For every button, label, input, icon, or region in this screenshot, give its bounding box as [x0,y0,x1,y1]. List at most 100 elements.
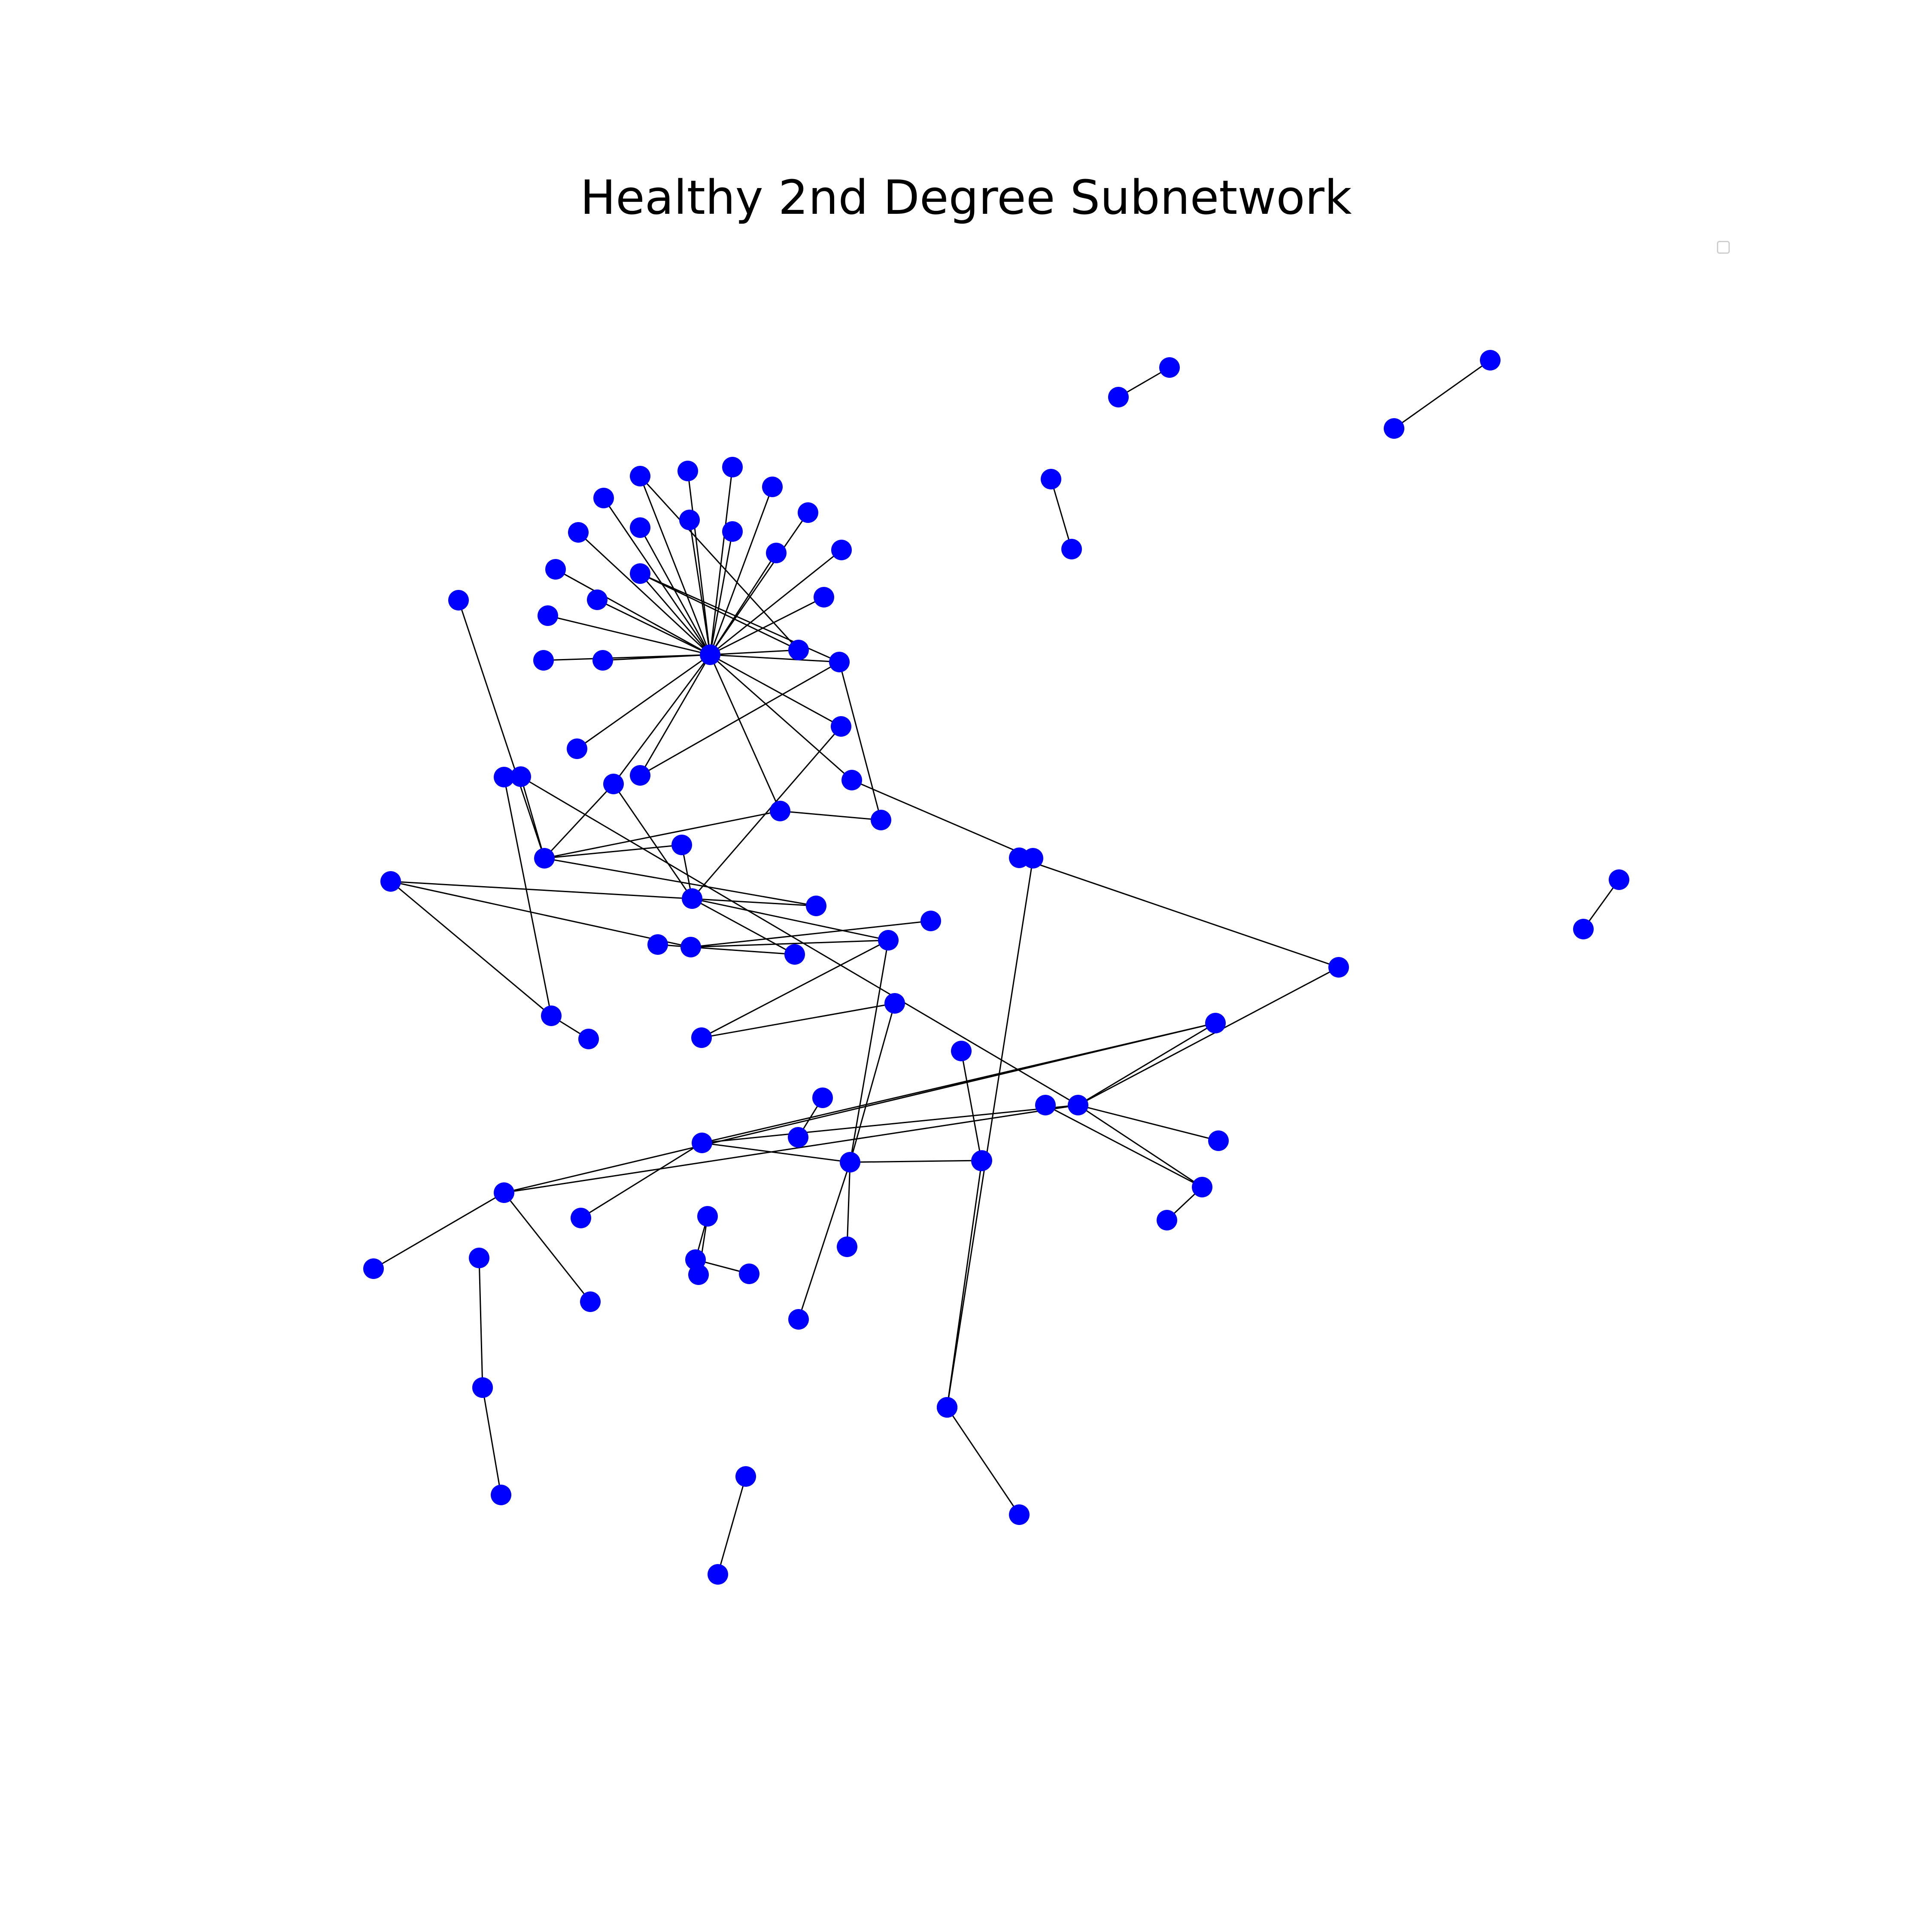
edge [613,654,711,784]
edge-layer [373,359,1620,1575]
edge [960,1051,982,1161]
edge [710,654,852,781]
graph-node [937,1397,957,1418]
edge [613,784,693,899]
edge [504,1104,1078,1194]
edge [577,654,711,750]
graph-node [831,716,851,737]
graph-node [1108,387,1129,407]
edge [639,573,711,655]
edge [710,654,841,727]
edge [690,939,889,948]
edge [701,1002,895,1039]
edge [1019,857,1339,968]
graph-node [884,993,905,1014]
edge [710,596,824,656]
edge [690,920,931,948]
edge [373,1192,504,1270]
edge [798,1162,851,1320]
graph-node [630,765,650,786]
graph-node [812,1088,833,1108]
graph-node [363,1258,384,1279]
edge [1394,359,1491,429]
graph-node [1573,919,1594,939]
edge [544,810,781,859]
graph-node [541,1005,562,1026]
graph-node [647,934,668,955]
edge [701,939,889,1039]
edge [709,553,777,655]
edge [504,1022,1216,1194]
graph-node [545,559,566,580]
graph-node [677,461,698,481]
graph-node [1009,1504,1030,1525]
edge [946,1407,1020,1515]
graph-node [491,1485,511,1505]
edge [709,512,809,655]
edge [1045,1104,1203,1188]
edge [640,661,840,776]
graph-node [593,488,614,508]
edge [780,810,881,821]
graph-node [679,510,700,530]
edge [850,1160,982,1163]
graph-node [592,650,613,671]
graph-node [1609,869,1629,890]
graph-node [951,1041,972,1061]
edge [544,857,817,907]
edge [849,940,889,1163]
graph-node [682,888,702,909]
graph-node [837,1236,857,1257]
graph-node [692,1133,712,1153]
graph-node [571,1208,591,1228]
edge [520,776,545,859]
edge [603,498,711,655]
graph-node [691,1027,712,1048]
edge [709,654,781,811]
graph-node [1061,539,1082,559]
graph-node [722,521,743,542]
graph-node [469,1248,489,1268]
edge [390,881,691,948]
edge [849,1003,896,1163]
edge [639,475,799,651]
edge [1050,479,1072,550]
graph-node [784,944,805,965]
edge [597,599,711,656]
graph-node [1205,1013,1226,1033]
graph-node [788,640,809,660]
edge [710,649,799,656]
graph-node [829,652,850,672]
graph-node [680,937,701,957]
graph-node [685,1249,706,1270]
node-layer [363,350,1629,1585]
edge [555,568,711,656]
edge [577,532,711,656]
graph-node [788,1309,809,1330]
graph-node [567,738,587,759]
graph-node [448,590,469,611]
graph-node [814,587,834,608]
graph-node [788,1127,808,1148]
graph-node [1480,350,1501,371]
graph-node [708,1564,728,1585]
edge [478,1258,483,1388]
graph-node [578,1029,599,1049]
graph-node [1068,1095,1088,1115]
graph-node [700,644,720,665]
graph-node [878,930,899,951]
graph-node [735,1466,756,1487]
edge [851,779,1033,859]
graph-node [806,896,826,916]
edge [709,486,773,655]
graph-node [722,457,743,477]
edge [687,471,711,655]
edge [580,1142,702,1219]
graph-node [472,1377,493,1398]
edge [692,898,795,955]
graph-node [1041,469,1061,489]
graph-node [1009,848,1030,868]
edge [1078,1022,1216,1106]
graph-node [380,871,401,892]
graph-node [1384,418,1404,439]
